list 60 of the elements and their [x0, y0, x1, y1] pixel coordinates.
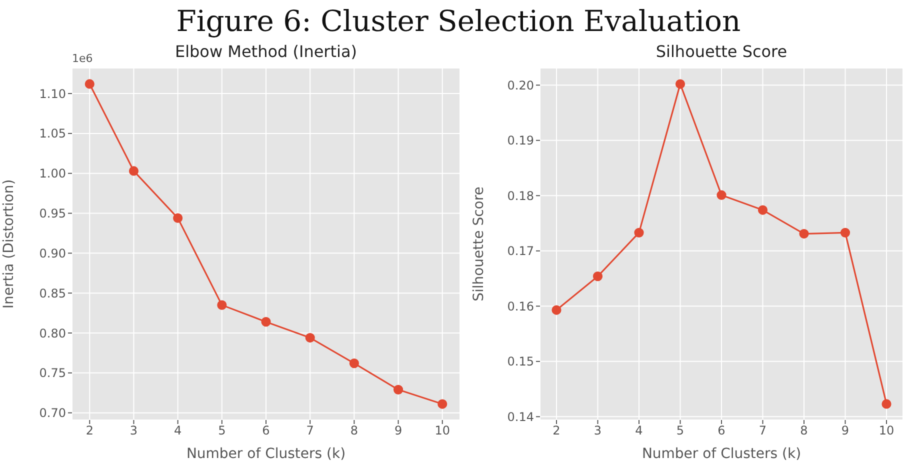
- x-tick-label: 8: [350, 424, 358, 438]
- x-tick-label: 9: [394, 424, 402, 438]
- text: 1e6: [72, 52, 93, 65]
- x-tick-label: 5: [218, 424, 226, 438]
- x-axis-title: Number of Clusters (k): [186, 446, 346, 462]
- y-tick-label: 0.80: [39, 326, 66, 340]
- chart-title: Elbow Method (Inertia): [174, 42, 358, 61]
- y-tick-label: 0.14: [507, 410, 534, 424]
- y-tick-label: 0.16: [507, 299, 534, 314]
- x-tick-label: 5: [676, 424, 684, 438]
- x-tick-label: 10: [878, 424, 894, 438]
- x-tick-label: 10: [434, 424, 450, 438]
- y-tick-label: 0.19: [507, 134, 534, 148]
- x-tick-label: 4: [174, 424, 182, 438]
- y-axis-title: Inertia (Distortion): [0, 179, 17, 309]
- x-tick-label: 3: [130, 424, 138, 438]
- point: [552, 305, 562, 315]
- y-tick-label: 0.70: [39, 406, 66, 420]
- x-axis-title: Number of Clusters (k): [642, 446, 802, 462]
- point: [305, 332, 315, 343]
- x-tick-label: 2: [86, 424, 94, 438]
- point: [634, 228, 644, 238]
- point: [799, 228, 809, 239]
- point: [438, 399, 448, 409]
- y-tick-label: 0.18: [507, 188, 534, 203]
- x-tick-label: 8: [800, 424, 808, 438]
- point: [758, 205, 768, 215]
- point: [84, 79, 94, 89]
- y-tick-label: 0.17: [507, 244, 534, 258]
- x-tick-label: 9: [841, 424, 850, 438]
- y-tick-label: 0.20: [507, 78, 534, 92]
- y-tick-label: 0.90: [39, 246, 66, 260]
- caption: Figure 6: Cluster Selection Evaluation: [175, 4, 742, 38]
- point: [261, 317, 271, 327]
- y-tick-label: 0.75: [39, 366, 66, 380]
- x-tick-label: 4: [635, 424, 643, 438]
- y-tick-label: 1.05: [39, 126, 66, 141]
- x-tick-label: 3: [594, 424, 602, 438]
- point: [882, 399, 892, 409]
- y-tick-label: 0.15: [507, 354, 534, 369]
- x-tick-label: 6: [718, 424, 726, 438]
- point: [173, 213, 183, 223]
- point: [217, 300, 227, 310]
- point: [349, 358, 359, 368]
- x-tick-label: 6: [262, 424, 270, 438]
- y-tick-label: 1.10: [39, 86, 66, 101]
- point: [592, 272, 603, 282]
- point: [840, 228, 850, 238]
- point: [393, 384, 404, 394]
- y-tick-label: 0.85: [39, 286, 66, 300]
- point: [675, 79, 686, 89]
- point: [128, 166, 139, 176]
- x-tick-label: 7: [758, 424, 767, 438]
- y-axis-title: Silhouette Score: [470, 186, 487, 302]
- point: [716, 190, 726, 200]
- x-tick-label: 7: [306, 424, 314, 438]
- x-tick-label: 2: [552, 424, 560, 438]
- chart-title: Silhouette Score: [654, 42, 788, 61]
- y-tick-label: 1.00: [39, 166, 66, 181]
- y-tick-label: 0.95: [39, 206, 66, 221]
